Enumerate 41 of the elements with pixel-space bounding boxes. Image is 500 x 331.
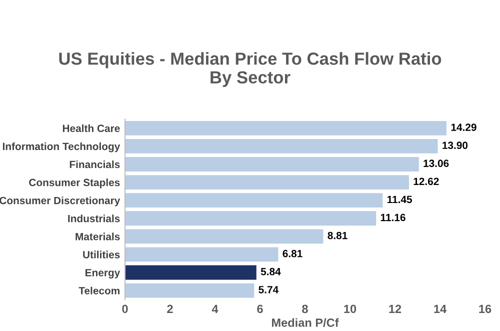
y-tick-label: Consumer Discretionary bbox=[0, 196, 120, 206]
x-tick-label: 4 bbox=[212, 304, 218, 313]
y-tick-label: Information Technology bbox=[2, 142, 120, 152]
x-tick-label: 0 bbox=[122, 304, 128, 314]
y-tick-label: Utilities bbox=[83, 250, 120, 258]
y-tick-label: Energy bbox=[86, 269, 120, 278]
bar bbox=[125, 247, 278, 262]
data-label: 12.62 bbox=[414, 178, 439, 186]
data-label: 5.84 bbox=[260, 268, 281, 276]
data-label: 5.74 bbox=[258, 286, 279, 294]
bar bbox=[125, 120, 447, 136]
bar bbox=[125, 283, 254, 298]
bar bbox=[125, 175, 409, 190]
bar bbox=[125, 139, 438, 154]
data-label: 6.81 bbox=[282, 250, 302, 258]
y-tick-label: Consumer Staples bbox=[29, 178, 120, 188]
x-tick-label: 10 bbox=[344, 304, 356, 314]
data-label: 13.06 bbox=[424, 160, 449, 168]
bar bbox=[125, 157, 419, 172]
x-tick-label: 16 bbox=[479, 304, 492, 314]
y-tick-label: Health Care bbox=[62, 124, 120, 132]
bar bbox=[125, 229, 324, 244]
x-tick-label: 12 bbox=[389, 304, 402, 313]
x-tick-label: 6 bbox=[257, 304, 263, 314]
y-tick-label: Industrials bbox=[68, 214, 120, 222]
x-tick-label: 8 bbox=[302, 304, 308, 314]
x-axis-title: Median P/Cf bbox=[272, 318, 339, 327]
data-label: 14.29 bbox=[451, 124, 476, 131]
data-label: 11.45 bbox=[387, 196, 412, 204]
chart-title: US Equities - Median Price To Cash Flow Ratio By Sector bbox=[59, 52, 442, 87]
y-tick-label: Materials bbox=[76, 232, 120, 240]
x-tick-label: 2 bbox=[167, 304, 173, 313]
bar bbox=[125, 211, 376, 226]
y-tick-label: Telecom bbox=[78, 286, 120, 294]
y-tick-label: Financials bbox=[70, 160, 120, 168]
bar bbox=[125, 265, 256, 280]
data-label: 8.81 bbox=[328, 232, 348, 240]
data-label: 13.90 bbox=[442, 142, 468, 150]
x-tick-label: 14 bbox=[434, 304, 447, 313]
data-label: 11.16 bbox=[380, 214, 406, 222]
bar bbox=[125, 193, 383, 208]
